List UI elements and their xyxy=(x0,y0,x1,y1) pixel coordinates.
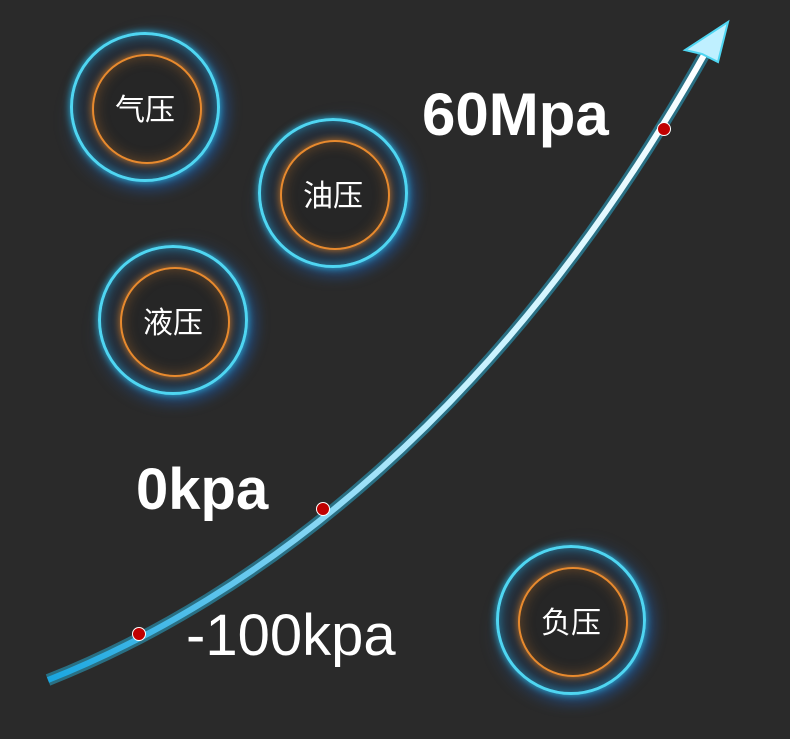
value-zero: 0kpa xyxy=(136,457,269,522)
marker-high xyxy=(657,122,671,136)
badge-oil-pressure: 油压 xyxy=(248,108,418,278)
badge-label: 气压 xyxy=(115,93,175,128)
arrow-head-icon xyxy=(682,19,730,64)
value-high: 60Mpa xyxy=(422,81,609,148)
badge-hydraulic-pressure: 液压 xyxy=(88,235,258,405)
badge-negative-pressure: 负压 xyxy=(486,535,656,705)
badge-label: 负压 xyxy=(541,606,601,641)
marker-low xyxy=(132,627,146,641)
badge-label: 油压 xyxy=(303,179,363,214)
badge-label: 液压 xyxy=(143,306,203,341)
value-low: -100kpa xyxy=(186,603,396,668)
badge-air-pressure: 气压 xyxy=(60,22,230,192)
marker-zero xyxy=(316,502,330,516)
